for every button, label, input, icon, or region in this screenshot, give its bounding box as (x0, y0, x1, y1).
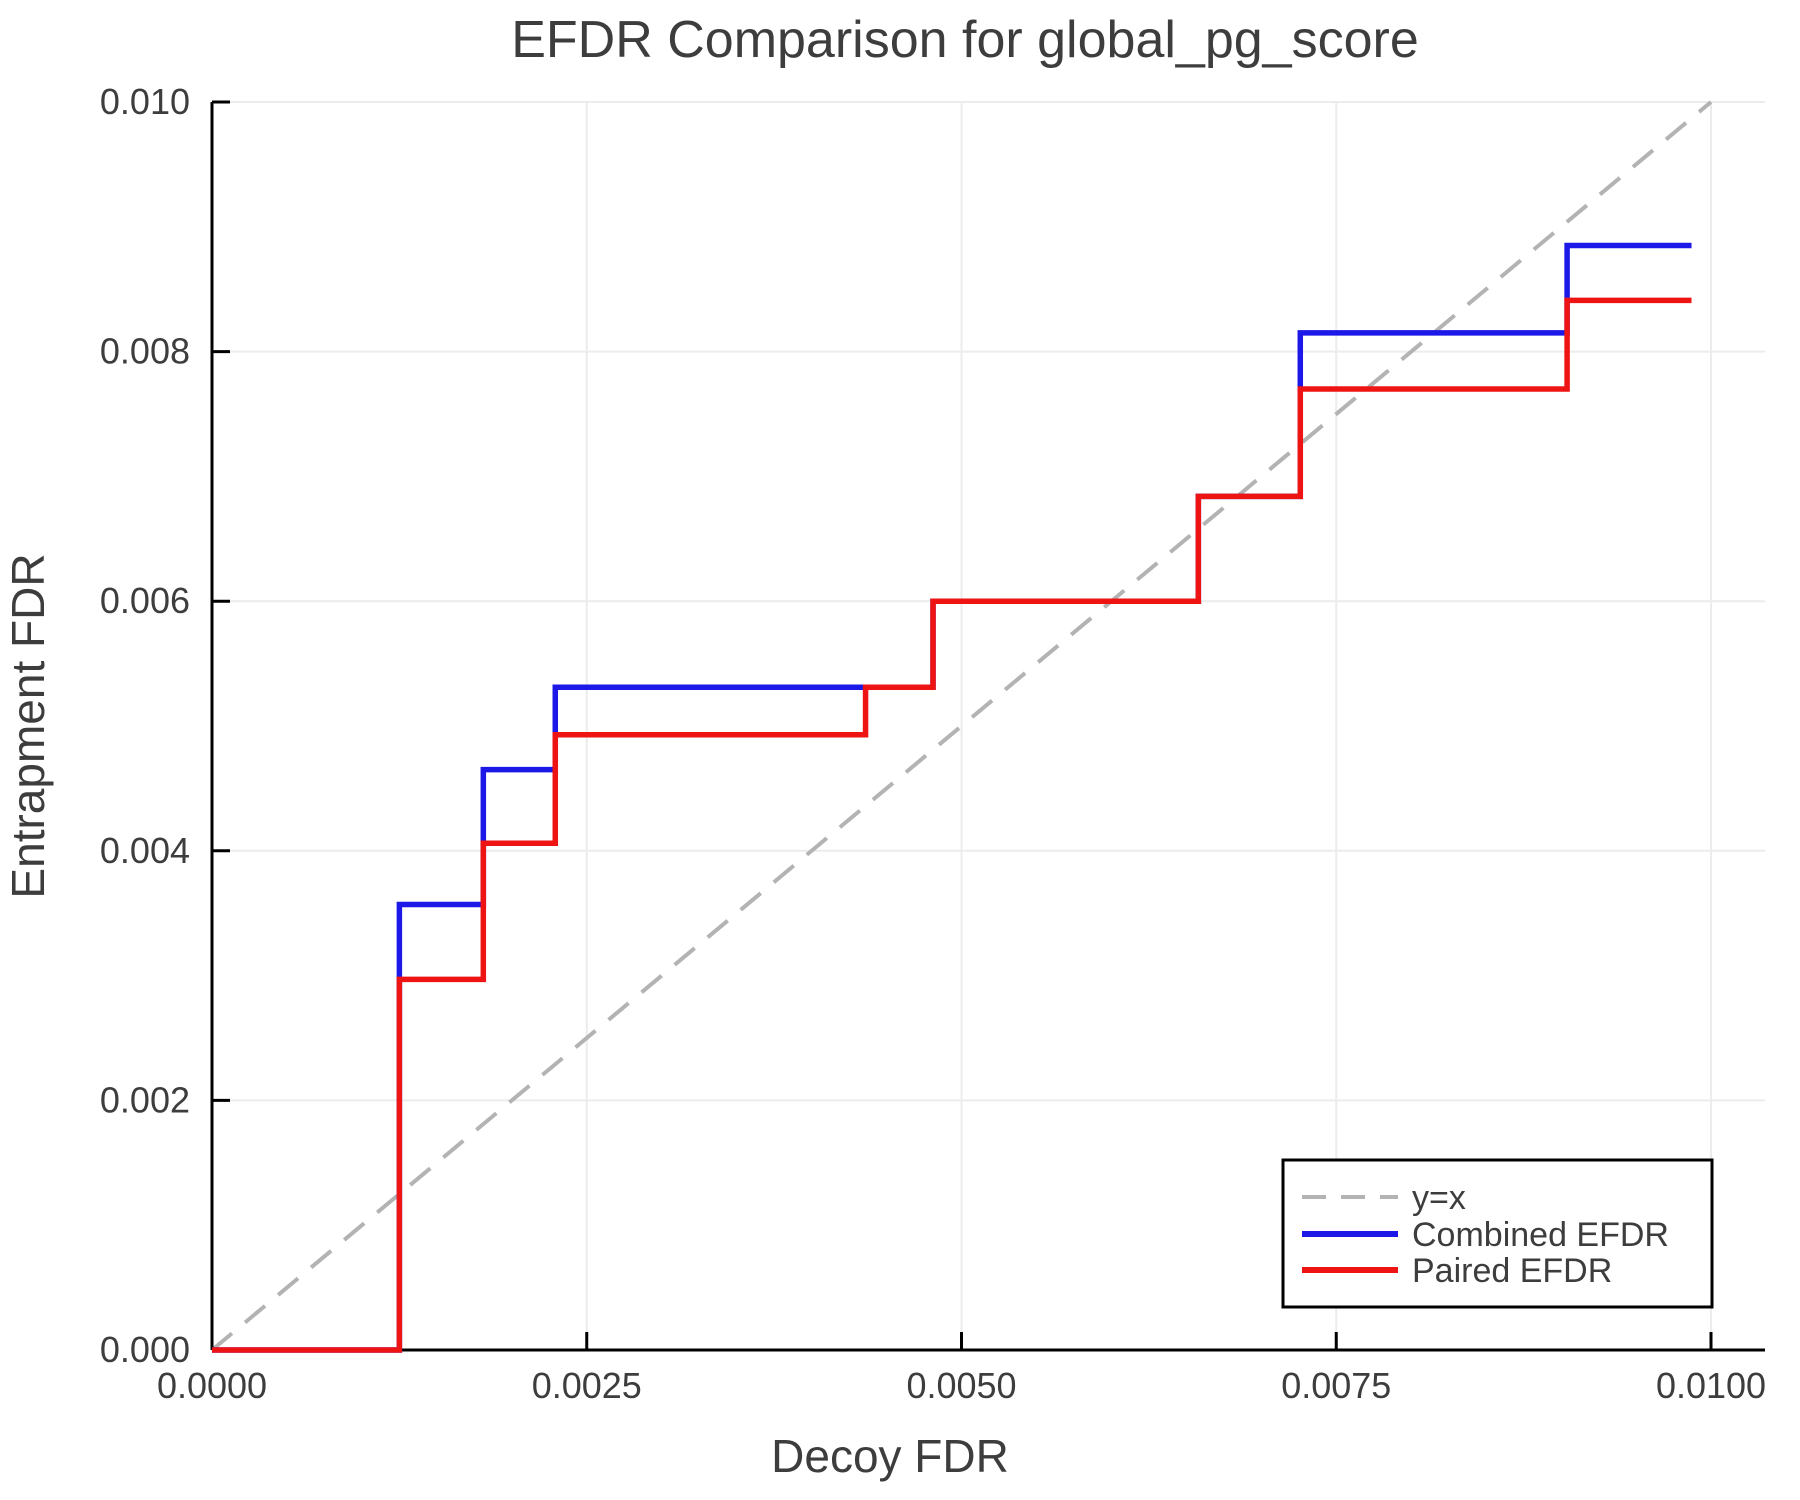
y-tick-label: 0.000 (100, 1329, 190, 1370)
legend-entry-paired-efdr: Paired EFDR (1412, 1252, 1612, 1290)
y-tick-label: 0.008 (100, 331, 190, 372)
y-tick-label: 0.002 (100, 1079, 190, 1120)
x-tick-label: 0.0000 (157, 1365, 267, 1406)
x-tick-label: 0.0075 (1281, 1365, 1391, 1406)
legend-entry-combined-efdr: Combined EFDR (1412, 1216, 1669, 1254)
chart-title: EFDR Comparison for global_pg_score (511, 11, 1419, 69)
y-tick-label: 0.010 (100, 81, 190, 122)
legend-entry-yx: y=x (1412, 1179, 1466, 1217)
y-tick-label: 0.004 (100, 830, 190, 871)
tick-labels: 0.0000 0.0025 0.0050 0.0075 0.0100 0.000 0.002… (100, 81, 1766, 1406)
data-series (212, 242, 1692, 1353)
x-tick-label: 0.0025 (532, 1365, 642, 1406)
y-axis-label: Entrapment FDR (2, 553, 54, 898)
y-tick-label: 0.006 (100, 580, 190, 621)
x-axis-label: Decoy FDR (771, 1430, 1009, 1482)
yx-dashed-line (210, 100, 1713, 1352)
series-paired-efdr (212, 297, 1692, 1353)
x-tick-label: 0.0100 (1656, 1365, 1766, 1406)
reference-line-yx (210, 100, 1713, 1352)
legend: y=x Combined EFDR Paired EFDR (1281, 1158, 1714, 1309)
gridlines (212, 101, 1765, 1350)
x-tick-label: 0.0050 (906, 1365, 1016, 1406)
axes (210, 100, 1765, 1352)
